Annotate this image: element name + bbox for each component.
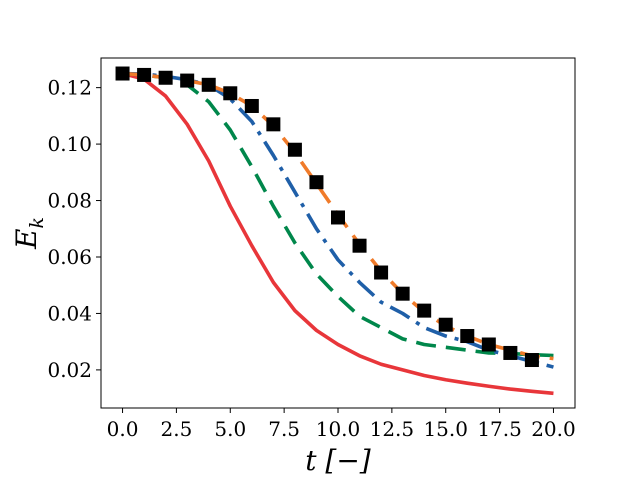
y-tick-label: 0.02 [47, 358, 92, 382]
data-point [481, 337, 496, 352]
x-tick-label: 5.0 [214, 417, 246, 441]
y-axis-label: Ek [10, 217, 48, 250]
data-point [352, 238, 367, 253]
data-point [137, 67, 152, 82]
x-tick-label: 17.5 [477, 417, 522, 441]
series-line-1 [122, 71, 554, 396]
x-tick-label: 20.0 [531, 417, 576, 441]
y-tick-label: 0.10 [47, 132, 92, 156]
x-tick-label: 15.0 [423, 417, 468, 441]
data-point [503, 345, 518, 360]
series-markers [115, 66, 539, 368]
y-tick-label: 0.12 [47, 76, 92, 100]
data-point [287, 142, 302, 157]
data-point [158, 70, 173, 85]
axis-labels: t [−] Ek [10, 217, 371, 477]
data-point [395, 286, 410, 301]
series-line-2 [122, 71, 554, 358]
data-point [438, 317, 453, 332]
data-point [374, 265, 389, 280]
ticks-layer: 0.0 2.5 5.0 7.5 10.0 12.5 15.0 17.5 20.0 0.02 0.04… [47, 76, 575, 441]
y-tick-label: 0.06 [47, 245, 92, 269]
data-point [266, 117, 281, 132]
data-point [244, 98, 259, 113]
data-point [115, 66, 130, 81]
y-axis-label-main: E [10, 229, 43, 250]
y-axis-label-subscript: k [26, 217, 48, 229]
x-tick-label: 12.5 [370, 417, 415, 441]
x-tick-label: 0.0 [107, 417, 139, 441]
data-point [223, 86, 238, 101]
data-point [180, 73, 195, 88]
series-layer [115, 66, 554, 396]
data-point [309, 175, 324, 190]
data-point [524, 353, 539, 368]
x-tick-label: 10.0 [316, 417, 361, 441]
y-tick-label: 0.08 [47, 189, 92, 213]
data-point [331, 210, 345, 225]
x-tick-label: 2.5 [161, 417, 193, 441]
y-tick-label: 0.04 [47, 301, 92, 325]
data-point [201, 77, 216, 92]
data-point [417, 303, 432, 318]
x-tick-label: 7.5 [268, 417, 300, 441]
data-point [460, 329, 475, 344]
x-axis-label: t [−] [305, 444, 371, 477]
